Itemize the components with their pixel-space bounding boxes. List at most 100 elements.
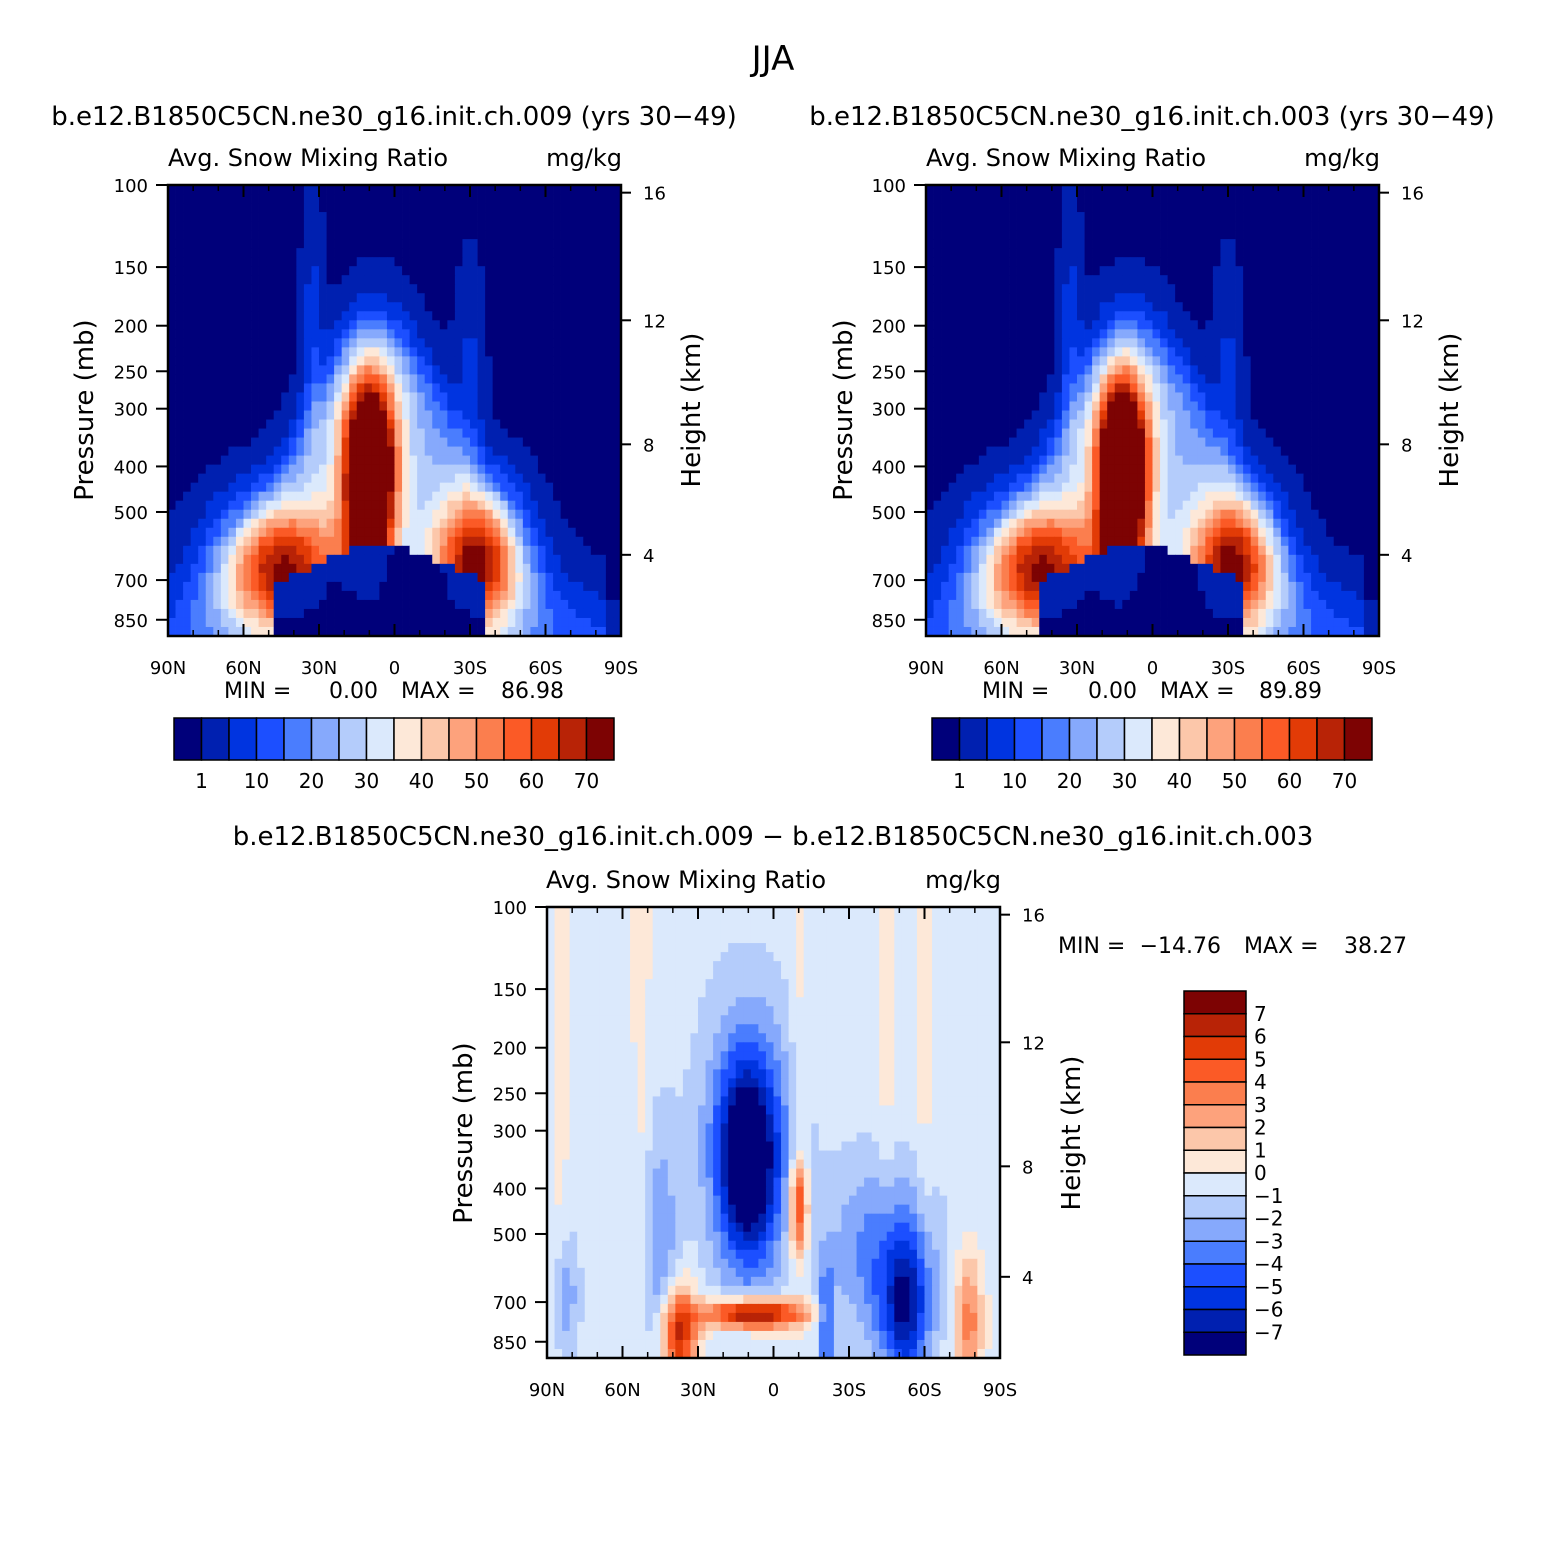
contour-cell: [402, 401, 410, 411]
contour-cell: [394, 572, 403, 583]
contour-cell: [190, 365, 199, 375]
contour-cell: [1258, 401, 1267, 411]
contour-cell: [1326, 392, 1335, 402]
contour-cell: [454, 419, 463, 429]
contour-cell: [424, 365, 433, 375]
contour-cell: [1099, 239, 1108, 249]
contour-cell: [1077, 374, 1085, 384]
contour-cell: [1016, 266, 1025, 276]
contour-cell: [402, 419, 410, 429]
contour-cell: [1129, 275, 1138, 285]
contour-cell: [485, 401, 494, 411]
contour-cell: [1303, 230, 1312, 240]
contour-cell: [454, 203, 463, 213]
contour-cell: [1137, 455, 1146, 466]
contour-cell: [183, 383, 192, 393]
colorbar-swatch: [338, 717, 368, 761]
contour-cell: [1092, 446, 1101, 457]
contour-cell: [205, 581, 214, 592]
contour-cell: [590, 590, 599, 601]
contour-cell: [228, 581, 237, 592]
contour-cell: [948, 212, 957, 222]
contour-cell: [281, 599, 290, 610]
contour-cell: [251, 293, 259, 303]
contour-cell: [334, 230, 343, 240]
contour-cell: [243, 554, 252, 565]
contour-cell: [507, 617, 516, 628]
contour-cell: [220, 221, 229, 231]
contour-cell: [948, 311, 957, 321]
contour-cell: [1258, 446, 1267, 457]
contour-cell: [220, 230, 229, 240]
contour-cell: [1160, 203, 1168, 213]
contour-cell: [198, 419, 207, 429]
contour-cell: [507, 419, 516, 429]
contour-cell: [319, 563, 327, 574]
contour-cell: [454, 338, 463, 348]
contour-cell: [1069, 428, 1078, 439]
contour-cell: [492, 302, 501, 312]
contour-cell: [477, 554, 486, 565]
contour-cell: [978, 239, 987, 249]
contour-cell: [583, 446, 592, 457]
contour-cell: [1265, 401, 1274, 411]
contour-cell: [1099, 347, 1108, 357]
contour-cell: [386, 347, 395, 357]
contour-cell: [303, 491, 312, 502]
contour-cell: [1280, 383, 1289, 393]
contour-cell: [235, 482, 244, 493]
contour-cell: [1039, 365, 1048, 375]
contour-cell: [175, 617, 184, 628]
contour-cell: [1122, 293, 1131, 303]
contour-cell: [1054, 446, 1063, 457]
contour-cell: [341, 320, 350, 330]
contour-cell: [530, 554, 539, 565]
contour-cell: [258, 608, 267, 619]
contour-cell: [1371, 221, 1379, 231]
contour-cell: [371, 563, 380, 574]
contour-cell: [948, 437, 957, 448]
contour-cell: [500, 500, 509, 511]
y2-axis-label: Height (km): [677, 333, 707, 488]
contour-cell: [993, 302, 1002, 312]
contour-cell: [530, 401, 539, 411]
contour-cell: [371, 554, 380, 565]
contour-cell: [303, 419, 312, 429]
contour-cell: [1288, 455, 1297, 466]
contour-cell: [371, 491, 380, 502]
contour-cell: [553, 572, 561, 583]
contour-cell: [409, 482, 418, 493]
contour-cell: [273, 563, 282, 574]
contour-cell: [530, 590, 539, 601]
contour-cell: [1288, 212, 1297, 222]
contour-cell: [235, 302, 244, 312]
contour-cell: [545, 212, 554, 222]
contour-cell: [235, 608, 244, 619]
contour-cell: [417, 401, 426, 411]
contour-cell: [1363, 437, 1372, 448]
contour-cell: [220, 563, 229, 574]
panel-subtitle-left: Avg. Snow Mixing Ratio: [168, 144, 448, 172]
contour-cell: [364, 518, 373, 529]
contour-cell: [978, 230, 987, 240]
contour-cell: [1009, 203, 1017, 213]
contour-cell: [273, 329, 282, 339]
contour-cell: [296, 284, 305, 294]
contour-cell: [251, 383, 259, 393]
colorbar-swatch: [585, 717, 615, 761]
contour-cell: [409, 347, 418, 357]
contour-cell: [1371, 320, 1379, 330]
contour-cell: [266, 212, 275, 222]
contour-cell: [993, 419, 1002, 429]
contour-cell: [1371, 410, 1379, 420]
contour-cell: [1303, 293, 1312, 303]
contour-cell: [198, 446, 207, 457]
contour-cell: [183, 284, 192, 294]
contour-cell: [537, 518, 546, 529]
contour-cell: [402, 437, 410, 448]
contour-cell: [258, 599, 267, 610]
contour-cell: [1311, 365, 1319, 375]
contour-cell: [1371, 185, 1379, 195]
contour-cell: [1039, 320, 1048, 330]
contour-cell: [386, 302, 395, 312]
